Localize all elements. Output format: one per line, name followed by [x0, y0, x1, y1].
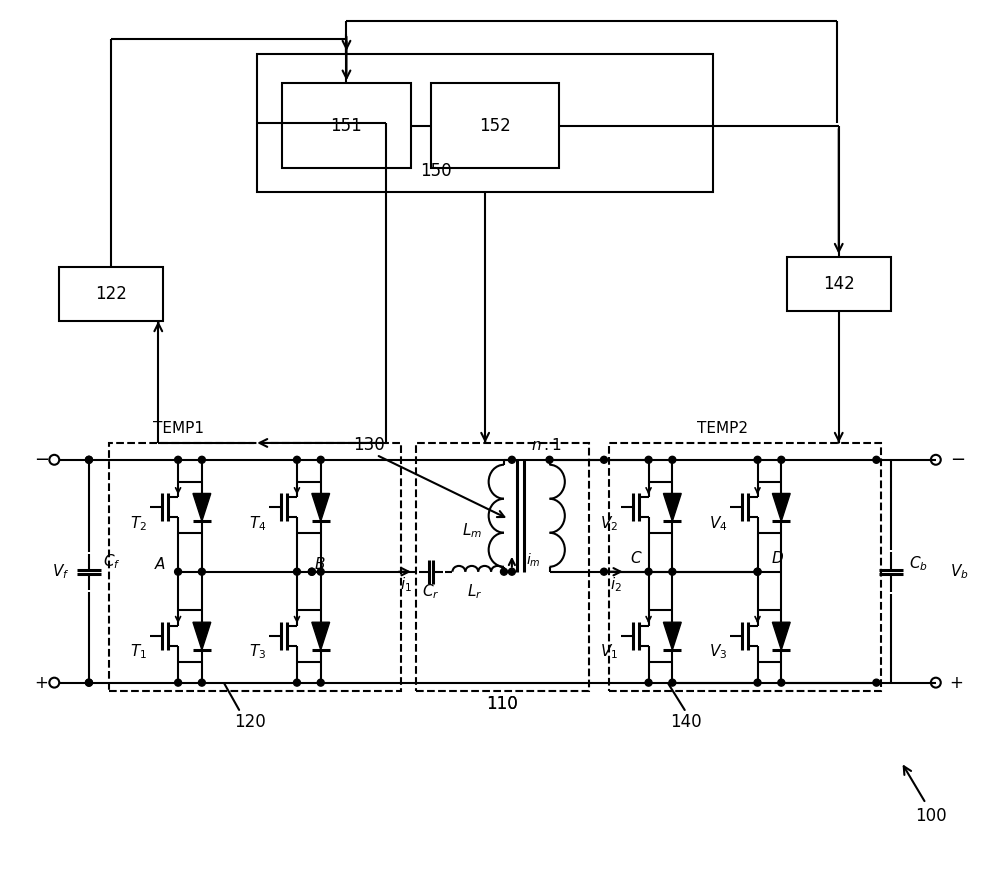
Circle shape [778, 679, 785, 686]
Polygon shape [663, 493, 681, 522]
Text: 110: 110 [486, 696, 518, 713]
Text: $B$: $B$ [314, 556, 325, 571]
Text: 152: 152 [479, 117, 511, 135]
Circle shape [645, 568, 652, 575]
Text: +: + [950, 674, 964, 691]
Circle shape [669, 457, 676, 463]
Circle shape [500, 568, 507, 575]
Bar [59, 267, 163, 321]
Circle shape [601, 568, 607, 575]
Text: $V_3$: $V_3$ [709, 642, 727, 662]
Text: $i_2$: $i_2$ [610, 575, 622, 594]
Text: $n:1$: $n:1$ [531, 437, 562, 453]
Circle shape [85, 457, 92, 463]
Bar [109, 443, 401, 690]
Text: $T_1$: $T_1$ [130, 642, 147, 662]
Text: $D$: $D$ [771, 550, 784, 566]
Circle shape [645, 679, 652, 686]
Circle shape [754, 457, 761, 463]
Circle shape [317, 679, 324, 686]
Circle shape [508, 457, 515, 463]
Polygon shape [193, 622, 211, 650]
Text: 122: 122 [95, 285, 127, 304]
Circle shape [198, 568, 205, 575]
Text: $V_1$: $V_1$ [600, 642, 618, 662]
Bar [787, 256, 891, 312]
Circle shape [873, 679, 880, 686]
Polygon shape [663, 622, 681, 650]
Circle shape [175, 568, 182, 575]
Circle shape [198, 679, 205, 686]
Circle shape [308, 568, 315, 575]
Text: $C_f$: $C_f$ [103, 552, 121, 571]
Polygon shape [312, 622, 330, 650]
Text: $C_r$: $C_r$ [422, 582, 439, 601]
Circle shape [645, 457, 652, 463]
Text: 120: 120 [235, 713, 266, 732]
Bar [416, 443, 589, 690]
Text: $T_2$: $T_2$ [130, 514, 147, 533]
Circle shape [198, 457, 205, 463]
Bar [609, 443, 881, 690]
Text: $L_m$: $L_m$ [462, 522, 482, 541]
Text: $V_2$: $V_2$ [600, 514, 618, 533]
Polygon shape [772, 622, 790, 650]
Circle shape [308, 568, 315, 575]
Text: 142: 142 [823, 276, 855, 293]
Text: 100: 100 [915, 808, 947, 825]
Circle shape [508, 568, 515, 575]
Polygon shape [772, 493, 790, 522]
Text: $T_3$: $T_3$ [249, 642, 266, 662]
Circle shape [175, 679, 182, 686]
Circle shape [85, 679, 92, 686]
Text: −: − [950, 451, 965, 469]
Circle shape [85, 457, 92, 463]
Text: $i_1$: $i_1$ [400, 575, 412, 594]
Circle shape [175, 457, 182, 463]
Bar [282, 83, 411, 168]
Text: $A$: $A$ [154, 556, 166, 571]
Circle shape [754, 679, 761, 686]
Text: 130: 130 [353, 436, 385, 454]
Circle shape [669, 568, 676, 575]
Circle shape [546, 457, 553, 463]
Circle shape [293, 679, 300, 686]
Polygon shape [193, 493, 211, 522]
Circle shape [754, 568, 761, 575]
Circle shape [85, 679, 92, 686]
Text: 150: 150 [420, 162, 451, 179]
Text: $V_b$: $V_b$ [950, 563, 968, 581]
Circle shape [317, 457, 324, 463]
Circle shape [293, 568, 300, 575]
Text: 151: 151 [331, 117, 362, 135]
Circle shape [778, 457, 785, 463]
Circle shape [754, 568, 761, 575]
Text: $V_f$: $V_f$ [52, 563, 69, 581]
Text: $C$: $C$ [630, 550, 643, 566]
Text: $C_b$: $C_b$ [909, 555, 928, 573]
Circle shape [293, 457, 300, 463]
Circle shape [601, 457, 607, 463]
Text: TEMP2: TEMP2 [697, 421, 748, 436]
Bar [431, 83, 559, 168]
Polygon shape [312, 493, 330, 522]
Circle shape [669, 679, 676, 686]
Bar [257, 53, 713, 192]
Circle shape [317, 568, 324, 575]
Text: $L_r$: $L_r$ [467, 582, 482, 601]
Text: TEMP1: TEMP1 [153, 421, 204, 436]
Text: $i_m$: $i_m$ [526, 551, 540, 569]
Text: +: + [34, 674, 48, 691]
Circle shape [873, 457, 880, 463]
Text: $V_4$: $V_4$ [709, 514, 727, 533]
Text: 110: 110 [486, 696, 518, 713]
Text: $T_4$: $T_4$ [249, 514, 266, 533]
Text: −: − [34, 451, 49, 469]
Text: 140: 140 [670, 713, 702, 732]
